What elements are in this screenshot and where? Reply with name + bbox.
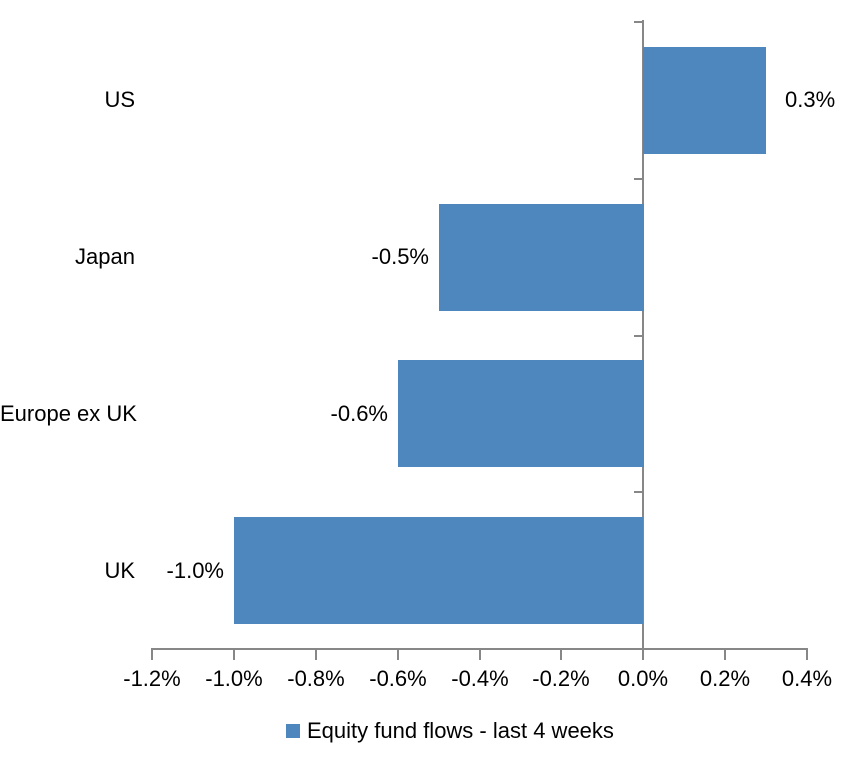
x-tick-label: 0.0% — [617, 666, 669, 691]
x-tick-label: -0.8% — [287, 666, 345, 691]
legend-square-icon — [286, 724, 300, 738]
x-tick-label: -1.0% — [205, 666, 263, 691]
x-axis-tick — [397, 649, 399, 660]
data-label: -0.5% — [371, 244, 429, 269]
x-axis-tick — [315, 649, 317, 660]
bar-us — [643, 47, 766, 154]
data-label: -0.6% — [330, 401, 388, 426]
x-axis-tick — [479, 649, 481, 660]
x-tick-label: -0.4% — [451, 666, 509, 691]
x-axis-tick — [724, 649, 726, 660]
data-label: -1.0% — [166, 558, 224, 583]
x-tick-label: -0.6% — [369, 666, 427, 691]
legend-label: Equity fund flows - last 4 weeks — [307, 718, 614, 743]
x-axis-tick — [151, 649, 153, 660]
category-axis-tick — [634, 335, 642, 337]
bar-japan — [439, 204, 644, 311]
bar-uk — [234, 517, 643, 624]
x-tick-label: 0.4% — [781, 666, 833, 691]
bar-europe-ex-uk — [398, 360, 644, 467]
x-tick-label: -1.2% — [123, 666, 181, 691]
data-label: 0.3% — [785, 87, 836, 112]
chart-legend: Equity fund flows - last 4 weeks — [286, 717, 614, 745]
category-label: Europe ex UK — [0, 401, 137, 426]
x-axis-tick — [806, 649, 808, 660]
category-axis-tick — [634, 178, 642, 180]
category-label: UK — [104, 558, 135, 583]
category-label: Japan — [75, 244, 135, 269]
category-axis-tick — [634, 491, 642, 493]
x-axis-tick — [560, 649, 562, 660]
x-tick-label: -0.2% — [532, 666, 590, 691]
x-axis-tick — [233, 649, 235, 660]
x-tick-label: 0.2% — [699, 666, 751, 691]
category-label: US — [104, 87, 135, 112]
category-axis-tick — [634, 21, 642, 23]
zero-baseline-line — [642, 20, 644, 656]
category-axis-tick — [634, 648, 642, 650]
